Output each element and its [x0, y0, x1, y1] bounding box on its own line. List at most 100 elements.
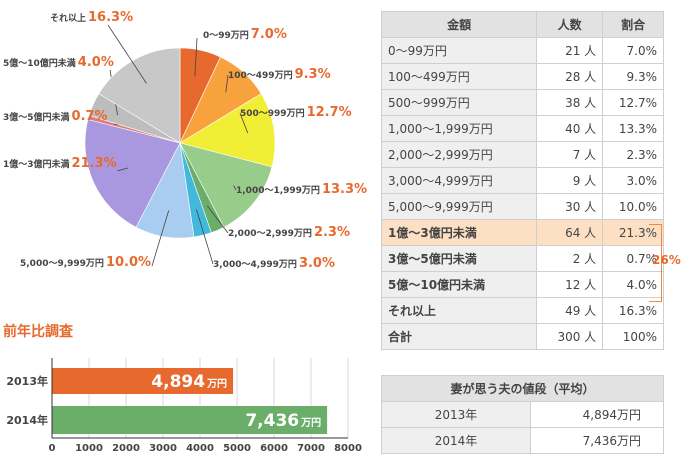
- pie-label-3: 1,000～1,999万円 13.3%: [236, 182, 368, 197]
- cell-amount: 5,000～9,999万円: [380, 193, 538, 220]
- cell-amount: 100～499万円: [380, 63, 538, 90]
- bar-0: [52, 368, 234, 394]
- cell-count: 21 人: [536, 37, 604, 64]
- pie-label-5: 3,000～4,999万円 3.0%: [213, 256, 335, 271]
- bar-value-label-1: 7,436 万円: [245, 411, 321, 431]
- pie-label-6: 5,000～9,999万円 10.0%: [20, 255, 152, 270]
- pie-slice-7: [84, 119, 181, 228]
- bar-category-label-1: 2014年: [6, 413, 48, 427]
- cell-count: 28 人: [536, 63, 604, 90]
- table-header-row: 妻が思う夫の値段（平均）: [381, 375, 664, 402]
- pie-leader-line-10: [107, 24, 147, 84]
- cell-amount: 0～99万円: [380, 37, 538, 64]
- bracket-label: 26%: [652, 253, 681, 267]
- pie-slice-2: [179, 93, 276, 168]
- pie-leader-line-7: [117, 167, 129, 172]
- cell-amount: 2,000～2,999万円: [380, 141, 538, 168]
- avg-table-title: 妻が思う夫の値段（平均）: [381, 375, 664, 402]
- pie-label-1: 100～499万円 9.3%: [228, 67, 331, 82]
- pie-label-2: 500～999万円 12.7%: [240, 105, 352, 120]
- pie-leader-line-0: [194, 37, 198, 77]
- pie-leader-line-3: [233, 185, 237, 191]
- cell-pct: 100%: [602, 323, 664, 350]
- amount-table: 金額 人数 割合 0～99万円 21 人 7.0% 100～499万円 28 人 9.3…: [380, 11, 664, 350]
- pie-label-9: 5億～10億円未満 4.0%: [3, 55, 114, 70]
- pie-chart: [84, 24, 276, 267]
- cell-count: 38 人: [536, 89, 604, 116]
- bar-x-tick-label-2: 2000: [112, 443, 140, 454]
- table-row: それ以上 49 人 16.3%: [380, 297, 664, 324]
- cell-count: 2 人: [536, 245, 604, 272]
- cell-year: 2014年: [381, 427, 531, 454]
- table-row-highlight: 1億～3億円未満 64 人 21.3%: [380, 219, 664, 246]
- pie-leader-line-2: [239, 112, 249, 134]
- pie-leader-line-4: [206, 205, 229, 234]
- cell-amount: 5億～10億円未満: [380, 271, 538, 298]
- bar-x-tick-label-0: 0: [49, 443, 56, 454]
- bar-x-tick-label-4: 4000: [186, 443, 214, 454]
- bar-x-tick-label-1: 1000: [75, 443, 103, 454]
- cell-amount: 3,000～4,999万円: [380, 167, 538, 194]
- table-row: 3,000～4,999万円 9 人 3.0%: [380, 167, 664, 194]
- table-row: 0～99万円 21 人 7.0%: [380, 37, 664, 64]
- cell-count: 300 人: [536, 323, 604, 350]
- table-row: 2,000～2,999万円 7 人 2.3%: [380, 141, 664, 168]
- pie-label-0: 0～99万円 7.0%: [203, 27, 287, 42]
- cell-pct: 16.3%: [602, 297, 664, 324]
- cell-value: 4,894万円: [530, 401, 664, 428]
- table-row-total: 合計 300 人 100%: [380, 323, 664, 350]
- header-amount: 金額: [380, 11, 538, 38]
- pie-leader-line-5: [196, 209, 214, 265]
- cell-pct: 3.0%: [602, 167, 664, 194]
- cell-pct: 21.3%: [602, 219, 664, 246]
- table-row: 1,000～1,999万円 40 人 13.3%: [380, 115, 664, 142]
- bar-chart: 2013年 4,894 万円 2014年 7,436 万円 0 1000 2000 3000 400…: [6, 358, 362, 454]
- cell-year: 2013年: [381, 401, 531, 428]
- table-row: 100～499万円 28 人 9.3%: [380, 63, 664, 90]
- cell-count: 64 人: [536, 219, 604, 246]
- cell-pct: 9.3%: [602, 63, 664, 90]
- bar-x-tick-label-5: 5000: [223, 443, 251, 454]
- cell-pct: 4.0%: [602, 271, 664, 298]
- bar-x-tick-label-8: 8000: [334, 443, 362, 454]
- header-count: 人数: [536, 11, 604, 38]
- bar-category-label-0: 2013年: [6, 374, 48, 388]
- cell-count: 30 人: [536, 193, 604, 220]
- cell-amount: それ以上: [380, 297, 538, 324]
- table-header-row: 金額 人数 割合: [380, 11, 664, 38]
- cell-count: 7 人: [536, 141, 604, 168]
- pie-leader-line-1: [225, 74, 229, 93]
- bar-x-tick-label-7: 7000: [297, 443, 325, 454]
- bar-1: [52, 406, 328, 434]
- cell-count: 40 人: [536, 115, 604, 142]
- table-row: 5,000～9,999万円 30 人 10.0%: [380, 193, 664, 220]
- cell-pct: 0.7%: [602, 245, 664, 272]
- table-row: 2014年 7,436万円: [381, 427, 664, 454]
- cell-count: 9 人: [536, 167, 604, 194]
- pie-label-4: 2,000～2,999万円 2.3%: [228, 225, 350, 240]
- pie-slice-10: [98, 47, 181, 144]
- cell-amount: 1億～3億円未満: [380, 219, 538, 246]
- cell-pct: 2.3%: [602, 141, 664, 168]
- pie-label-10: それ以上 16.3%: [50, 10, 134, 25]
- cell-amount: 1,000～1,999万円: [380, 115, 538, 142]
- pie-leader-line-6: [151, 210, 170, 267]
- table-row: 2013年 4,894万円: [381, 401, 664, 428]
- bar-x-tick-label-6: 6000: [260, 443, 288, 454]
- cell-pct: 7.0%: [602, 37, 664, 64]
- bar-x-tick-label-3: 3000: [149, 443, 177, 454]
- cell-pct: 13.3%: [602, 115, 664, 142]
- pie-slice-3: [179, 142, 273, 228]
- header-pct: 割合: [602, 11, 664, 38]
- cell-value: 7,436万円: [530, 427, 664, 454]
- cell-count: 12 人: [536, 271, 604, 298]
- table-row: 5億～10億円未満 12 人 4.0%: [380, 271, 664, 298]
- pie-label-8: 3億～5億円未満 0.7%: [3, 109, 108, 124]
- bar-value-label-0: 4,894 万円: [151, 372, 227, 392]
- cell-amount: 500～999万円: [380, 89, 538, 116]
- cell-count: 49 人: [536, 297, 604, 324]
- bar-chart-title: 前年比調査: [3, 324, 73, 340]
- pie-label-7: 1億～3億円未満 21.3%: [3, 156, 117, 171]
- table-row: 500～999万円 38 人 12.7%: [380, 89, 664, 116]
- table-row: 3億～5億円未満 2 人 0.7%: [380, 245, 664, 272]
